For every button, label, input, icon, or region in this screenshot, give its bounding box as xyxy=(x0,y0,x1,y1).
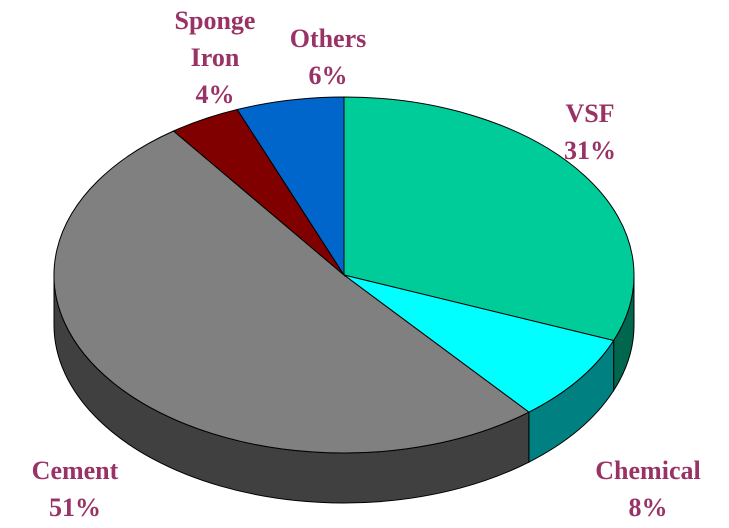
category-name: Chemical xyxy=(595,456,701,485)
value-label: 31% xyxy=(564,136,616,165)
slice xyxy=(53,130,530,454)
value-label: 6% xyxy=(308,61,348,90)
slice xyxy=(343,274,615,413)
slice-label: Sponge Iron 4% xyxy=(160,2,270,113)
category-name: Cement xyxy=(31,456,119,485)
slice-label: Chemical 8% xyxy=(568,452,728,526)
category-name: Others xyxy=(289,24,367,53)
slice-label: VSF 31% xyxy=(560,95,620,169)
value-label: 4% xyxy=(195,80,235,109)
category-name: VSF xyxy=(565,99,615,128)
category-name: Sponge Iron xyxy=(174,6,256,72)
slice-label: Others 6% xyxy=(273,20,383,94)
value-label: 51% xyxy=(49,493,101,522)
value-label: 8% xyxy=(628,493,668,522)
slice-label: Cement 51% xyxy=(5,452,145,526)
slice xyxy=(236,96,345,277)
slice xyxy=(343,96,635,342)
